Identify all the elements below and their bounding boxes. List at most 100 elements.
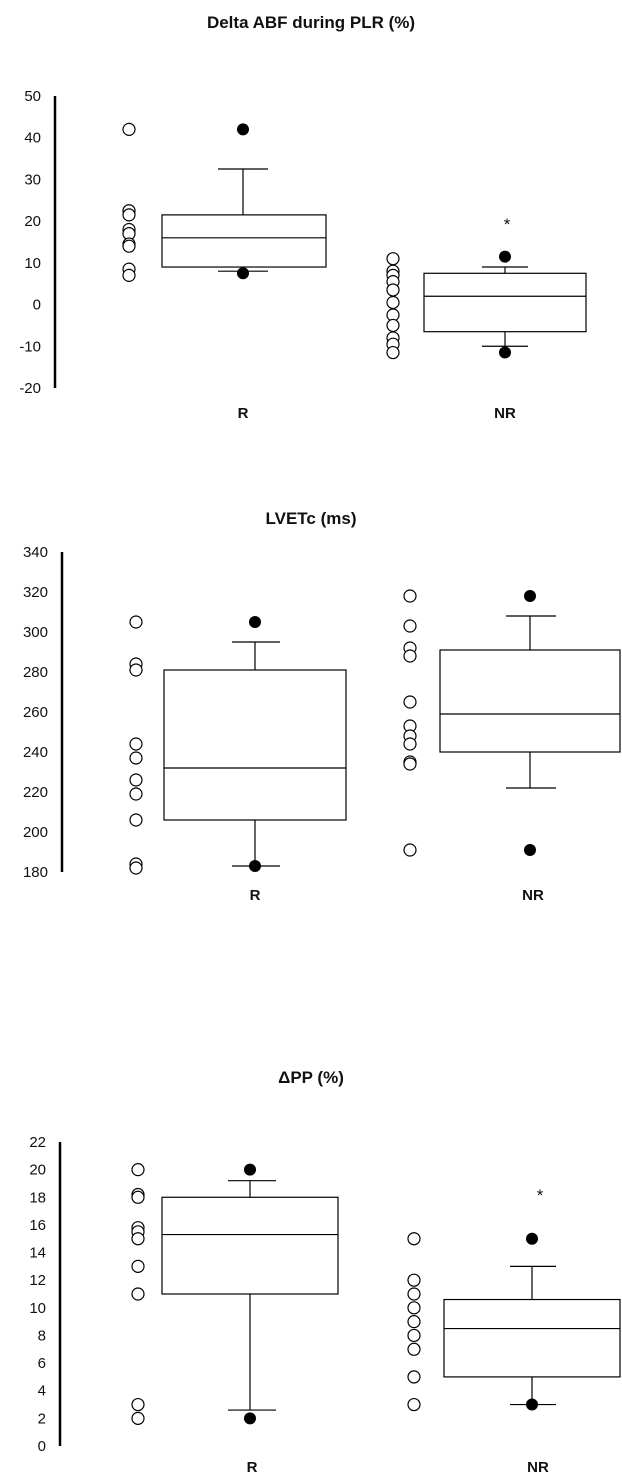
group-r-data-point xyxy=(129,813,143,827)
y-tick-label: 14 xyxy=(29,1245,46,1262)
group-r-extreme-point xyxy=(249,860,261,872)
y-tick-label: 180 xyxy=(23,864,48,881)
chart-svg-delta-abf: Delta ABF during PLR (%) -20 -10 0 10 20 30 40 5… xyxy=(19,13,587,422)
group-r-data-point xyxy=(129,663,143,677)
chart-panel-delta-pp: ΔPP (%) 0 2 4 6 8 10 12 14 16 18 20 22 R NR * xyxy=(0,1055,622,1477)
group-r-data-point xyxy=(129,861,143,875)
y-tick-label: 320 xyxy=(23,584,48,601)
group-r-category-label: R xyxy=(250,887,261,904)
group-r-data-point xyxy=(129,751,143,765)
group-r-data-point xyxy=(122,239,136,253)
y-tick-label: 22 xyxy=(29,1134,46,1151)
group-r-data-point xyxy=(131,1232,145,1246)
group-nr-data-point xyxy=(407,1342,421,1356)
y-tick-label: 4 xyxy=(38,1383,46,1400)
group-nr-extreme-point xyxy=(526,1232,538,1245)
group-nr-significance-marker: * xyxy=(504,215,511,234)
group-nr-data-point xyxy=(403,695,417,709)
y-tick-label: 240 xyxy=(23,744,48,761)
group-r-data-point xyxy=(131,1411,145,1425)
y-tick-label: 280 xyxy=(23,664,48,681)
group-r-data-point xyxy=(122,268,136,282)
y-tick-label: 12 xyxy=(29,1272,46,1289)
group-nr-data-point xyxy=(386,318,400,333)
group-r-extreme-point xyxy=(244,1412,256,1425)
group-nr-extreme-point xyxy=(524,590,536,602)
group-r-extreme-point xyxy=(244,1163,256,1176)
group-nr-extreme-point xyxy=(526,1398,538,1411)
group-nr-data-point xyxy=(407,1370,421,1384)
y-tick-label: -10 xyxy=(19,338,41,355)
group-r-extreme-point xyxy=(237,123,249,136)
y-tick-label: 10 xyxy=(24,255,41,272)
group-nr-extreme-point xyxy=(499,250,511,263)
chart-panel-lvetc: LVETc (ms) 180 200 220 240 260 280 300 320 340 R NR xyxy=(0,490,622,910)
group-nr-data-point xyxy=(403,649,417,663)
y-tick-label: 260 xyxy=(23,704,48,721)
y-tick-label: 6 xyxy=(38,1355,46,1372)
group-nr-extreme-point xyxy=(499,346,511,359)
y-tick-label: -20 xyxy=(19,380,41,397)
y-tick-label: 0 xyxy=(33,297,41,314)
group-nr-category-label: NR xyxy=(494,405,516,422)
group-r-data-point xyxy=(122,208,136,222)
group-nr-data-point xyxy=(386,283,400,297)
group-r-data-point xyxy=(131,1163,145,1177)
y-tick-label: 50 xyxy=(24,88,41,105)
group-nr-box xyxy=(423,272,587,333)
group-nr-data-point xyxy=(407,1328,421,1343)
group-r-data-point xyxy=(131,1287,145,1301)
group-r-data-point xyxy=(129,773,143,787)
group-nr-data-point xyxy=(407,1273,421,1287)
group-r-box xyxy=(163,669,347,821)
group-r-data-point xyxy=(131,1397,145,1412)
group-nr-data-point xyxy=(403,619,417,633)
chart-panel-delta-abf: Delta ABF during PLR (%) -20 -10 0 10 20 30 40 5… xyxy=(0,0,622,440)
group-nr-data-point xyxy=(407,1287,421,1301)
group-r-data-point xyxy=(129,615,143,629)
group-nr-data-point xyxy=(386,345,400,360)
group-r-category-label: R xyxy=(247,1459,258,1476)
group-nr-data-point xyxy=(403,843,417,857)
group-nr-data-point xyxy=(407,1301,421,1315)
chart-title: ΔPP (%) xyxy=(278,1068,344,1087)
group-nr-significance-marker: * xyxy=(537,1186,544,1205)
group-nr-box xyxy=(439,649,621,753)
group-nr-category-label: NR xyxy=(527,1459,549,1476)
group-r-extreme-point xyxy=(237,267,249,280)
chart-title: LVETc (ms) xyxy=(266,509,357,528)
chart-svg-delta-pp: ΔPP (%) 0 2 4 6 8 10 12 14 16 18 20 22 R NR * xyxy=(29,1068,621,1476)
group-nr-category-label: NR xyxy=(522,887,544,904)
group-r-extreme-point xyxy=(249,616,261,628)
y-tick-label: 10 xyxy=(29,1300,46,1317)
group-r-data-point xyxy=(129,787,143,801)
group-nr-data-point xyxy=(386,252,400,266)
group-r-data-point xyxy=(122,122,136,136)
group-r-box xyxy=(161,1196,339,1295)
group-nr-data-point xyxy=(407,1232,421,1246)
group-r-data-point xyxy=(131,1259,145,1273)
group-nr-data-point xyxy=(386,295,400,310)
chart-title: Delta ABF during PLR (%) xyxy=(207,13,415,32)
group-r-category-label: R xyxy=(238,405,249,422)
group-nr-data-point xyxy=(403,757,417,771)
y-tick-label: 340 xyxy=(23,544,48,561)
group-nr-box xyxy=(443,1298,621,1378)
group-r-data-point xyxy=(131,1190,145,1204)
y-tick-label: 0 xyxy=(38,1438,46,1455)
y-tick-label: 18 xyxy=(29,1189,46,1206)
y-tick-label: 30 xyxy=(24,171,41,188)
y-tick-label: 2 xyxy=(38,1410,46,1427)
y-tick-label: 20 xyxy=(29,1162,46,1179)
group-r-data-point xyxy=(129,737,143,751)
y-tick-label: 20 xyxy=(24,213,41,230)
y-tick-label: 300 xyxy=(23,624,48,641)
y-tick-label: 220 xyxy=(23,784,48,801)
chart-svg-lvetc: LVETc (ms) 180 200 220 240 260 280 300 320 340 R NR xyxy=(23,509,621,904)
group-r-box xyxy=(161,214,327,268)
group-nr-extreme-point xyxy=(524,844,536,856)
y-tick-label: 200 xyxy=(23,824,48,841)
group-nr-data-point xyxy=(403,589,417,603)
group-nr-data-point xyxy=(403,737,417,751)
group-nr-data-point xyxy=(407,1397,421,1412)
